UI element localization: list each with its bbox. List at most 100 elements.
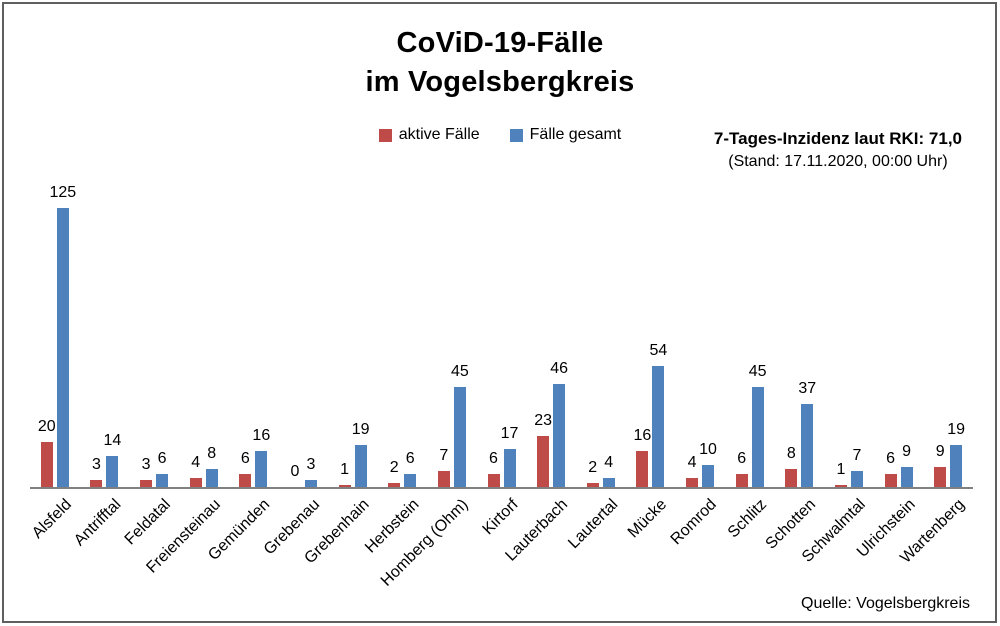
bar-active <box>785 469 798 487</box>
bar-value-label: 37 <box>798 380 817 397</box>
bar-value-label: 7 <box>439 447 449 464</box>
bar-value-label: 6 <box>240 450 250 467</box>
bar-active <box>735 474 748 487</box>
bar-value-label: 6 <box>737 450 747 467</box>
bar-active <box>537 436 550 487</box>
bar-active <box>239 474 252 487</box>
bar-value-label: 3 <box>141 456 151 473</box>
bar-total <box>702 465 715 487</box>
bar-value-label: 4 <box>604 454 614 471</box>
bar-active <box>388 483 401 487</box>
bar-total <box>602 478 615 487</box>
incidence-value: 7-Tages-Inzidenz laut RKI: 71,0 <box>713 129 962 148</box>
bar-total <box>205 469 218 487</box>
category-label: Mücke <box>625 496 671 542</box>
bar-total <box>751 387 764 487</box>
bar-active <box>884 474 897 487</box>
bar-active <box>934 467 947 487</box>
chart-title-line2: im Vogelsbergkreis <box>365 66 635 98</box>
bar-value-label: 6 <box>405 450 415 467</box>
bar-value-label: 2 <box>588 459 598 476</box>
bar-total <box>652 366 665 487</box>
bar-value-label: 4 <box>191 454 201 471</box>
bar-value-label: 8 <box>207 445 217 462</box>
bar-active <box>140 480 153 487</box>
category-label: Alsfeld <box>28 496 75 542</box>
bar-active <box>40 442 53 487</box>
bar-value-label: 45 <box>450 363 469 380</box>
bar-active <box>437 471 450 487</box>
bar-value-label: 4 <box>687 454 697 471</box>
chart-title: CoViD-19-Fälle im Vogelsbergkreis <box>0 24 1000 102</box>
legend-swatch-total-icon <box>509 128 523 142</box>
legend-item-total: Fälle gesamt <box>509 126 622 144</box>
bar-active <box>686 478 699 487</box>
bar-total <box>255 451 268 487</box>
chart-title-line1: CoViD-19-Fälle <box>396 27 604 59</box>
bar-total <box>850 471 863 487</box>
bar-active <box>834 485 847 487</box>
bar-active <box>189 478 202 487</box>
x-axis-line <box>30 487 973 489</box>
bar-value-label: 20 <box>37 418 56 435</box>
bar-value-label: 7 <box>852 447 862 464</box>
bar-total <box>156 474 169 487</box>
bar-total <box>453 387 466 487</box>
bar-active <box>487 474 500 487</box>
legend-label-total: Fälle gesamt <box>529 126 622 143</box>
legend-swatch-active-icon <box>378 128 392 142</box>
bar-value-label: 16 <box>252 427 271 444</box>
bar-total <box>553 384 566 487</box>
category-label: Antrifftal <box>71 496 125 550</box>
bar-active <box>90 480 103 487</box>
bar-value-label: 17 <box>500 425 519 442</box>
bar-value-label: 46 <box>550 360 569 377</box>
bar-total <box>56 208 69 487</box>
bar-value-label: 19 <box>351 421 370 438</box>
bar-total <box>106 456 119 487</box>
bar-total <box>900 467 913 487</box>
bar-value-label: 10 <box>699 441 717 458</box>
bar-value-label: 0 <box>290 463 300 480</box>
bar-total <box>503 449 516 487</box>
bar-value-label: 1 <box>836 461 846 478</box>
bar-total <box>354 445 367 487</box>
bar-value-label: 54 <box>649 342 668 359</box>
legend-item-active: aktive Fälle <box>378 126 480 144</box>
category-label: Homberg (Ohm) <box>378 496 472 590</box>
incidence-date: (Stand: 17.11.2020, 00:00 Uhr) <box>728 153 948 170</box>
bar-value-label: 8 <box>786 445 796 462</box>
bar-total <box>950 445 963 487</box>
bar-value-label: 6 <box>886 450 895 467</box>
incidence-note: 7-Tages-Inzidenz laut RKI: 71,0 (Stand: … <box>714 127 962 173</box>
bar-total <box>801 404 814 487</box>
bar-value-label: 9 <box>902 443 911 460</box>
bar-value-label: 23 <box>534 412 553 429</box>
category-label: Romrod <box>667 496 721 549</box>
bar-value-label: 9 <box>935 443 945 460</box>
bar-value-label: 1 <box>340 461 350 478</box>
bar-value-label: 125 <box>49 184 77 201</box>
bar-value-label: 14 <box>103 432 122 449</box>
bar-value-label: 16 <box>633 427 652 444</box>
bar-value-label: 6 <box>157 450 167 467</box>
bar-active <box>338 485 351 487</box>
bar-value-label: 19 <box>947 421 966 438</box>
category-label: Kirtorf <box>479 496 522 539</box>
bar-total <box>304 480 317 487</box>
bar-value-label: 3 <box>306 456 316 473</box>
bar-value-label: 6 <box>489 450 498 467</box>
bar-value-label: 2 <box>389 459 399 476</box>
bar-active <box>586 483 599 487</box>
bar-total <box>404 474 417 487</box>
bar-active <box>636 451 649 487</box>
category-label: Lautertal <box>564 496 621 553</box>
bar-value-label: 45 <box>748 363 767 380</box>
category-label: Schlitz <box>724 496 770 542</box>
legend-label-active: aktive Fälle <box>398 126 480 143</box>
source-note: Quelle: Vogelsbergkreis <box>801 595 970 612</box>
bar-value-label: 3 <box>91 456 101 473</box>
legend: aktive Fälle Fälle gesamt <box>0 126 1000 144</box>
